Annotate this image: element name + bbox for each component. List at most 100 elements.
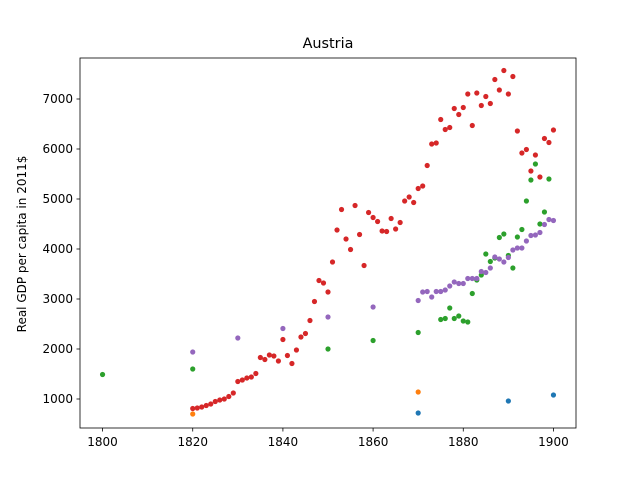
data-point (217, 397, 223, 403)
data-point (235, 378, 241, 385)
x-tick-label: 1820 (177, 435, 208, 449)
data-point (523, 198, 530, 204)
data-point (541, 135, 548, 142)
data-point (496, 87, 502, 93)
data-point (510, 73, 516, 80)
data-point (415, 410, 421, 416)
data-point (253, 370, 259, 377)
data-point (469, 122, 475, 129)
data-point (375, 218, 381, 225)
data-point (501, 231, 507, 237)
data-point (546, 216, 552, 223)
x-axis: 1800 1820 1840 1860 1880 1900 (87, 428, 569, 449)
x-tick-label: 1840 (268, 435, 299, 449)
data-point (532, 152, 539, 158)
data-point (307, 317, 313, 324)
data-point (325, 346, 331, 352)
data-point (492, 254, 498, 260)
data-point (325, 289, 331, 295)
data-point (487, 258, 493, 265)
data-point (523, 238, 530, 244)
data-point (447, 305, 453, 311)
data-point (514, 234, 520, 240)
data-point (469, 275, 475, 282)
data-point (244, 375, 250, 381)
data-point (496, 234, 502, 241)
y-tick-label: 2000 (42, 342, 73, 356)
data-point (424, 162, 430, 169)
data-point (478, 102, 484, 109)
data-point (438, 316, 444, 323)
data-point (190, 349, 196, 355)
data-point (320, 280, 327, 286)
data-point (541, 209, 548, 215)
data-point (190, 411, 196, 417)
data-point (361, 262, 367, 269)
data-point (519, 150, 525, 156)
data-point (316, 277, 322, 284)
data-point (208, 401, 214, 407)
data-point (248, 374, 254, 380)
data-point (505, 254, 511, 261)
data-point (519, 245, 525, 251)
data-point (239, 377, 245, 383)
data-point (537, 221, 543, 227)
x-tick-label: 1880 (448, 435, 479, 449)
data-point (298, 334, 304, 340)
y-tick-label: 3000 (42, 292, 73, 306)
y-tick-label: 5000 (42, 192, 73, 206)
data-point (451, 315, 457, 322)
data-point (325, 314, 331, 320)
data-point (550, 392, 557, 398)
data-point (505, 398, 511, 404)
data-point (190, 366, 196, 372)
data-point (212, 398, 218, 405)
data-point (397, 219, 403, 226)
data-point (478, 268, 484, 275)
data-point (221, 396, 227, 402)
data-point (411, 199, 417, 206)
y-axis: 1000 2000 3000 4000 5000 6000 7000 (42, 92, 80, 406)
data-point (487, 265, 493, 271)
data-point (424, 288, 430, 295)
data-point (532, 161, 539, 167)
data-point (469, 290, 475, 297)
data-point (415, 329, 421, 336)
data-point (438, 116, 444, 123)
data-point (465, 319, 471, 325)
data-point (99, 371, 106, 378)
data-point (420, 289, 426, 295)
data-point (501, 259, 507, 265)
data-point (262, 356, 268, 363)
data-point (289, 360, 295, 367)
data-point (442, 315, 448, 322)
data-point (514, 128, 520, 134)
data-point (492, 76, 498, 83)
data-point (352, 202, 358, 209)
data-point (190, 405, 196, 412)
data-point (496, 256, 502, 262)
y-tick-label: 6000 (42, 142, 73, 156)
data-point (510, 265, 516, 271)
data-point (433, 140, 439, 146)
data-point (546, 176, 552, 182)
data-point (451, 105, 457, 112)
data-point (280, 336, 286, 343)
data-point (483, 251, 489, 257)
data-point (433, 288, 439, 295)
y-tick-label: 7000 (42, 92, 73, 106)
data-point (370, 214, 376, 221)
data-point (456, 111, 462, 118)
data-point (460, 318, 466, 324)
data-point (347, 246, 354, 253)
data-point (456, 280, 462, 287)
data-point (415, 389, 421, 395)
data-point (429, 294, 435, 300)
data-point (483, 269, 489, 276)
data-point (266, 352, 272, 358)
data-point (550, 127, 557, 133)
y-tick-label: 4000 (42, 242, 73, 256)
data-point (447, 124, 453, 131)
data-point (343, 236, 349, 242)
data-point (501, 67, 507, 74)
